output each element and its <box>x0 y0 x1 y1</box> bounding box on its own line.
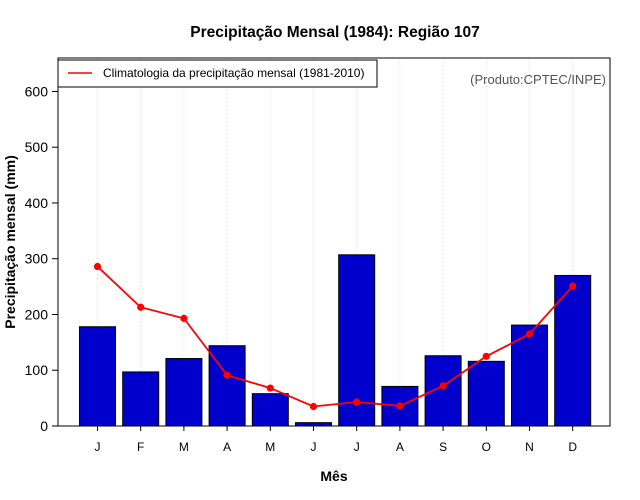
x-axis-title: Mês <box>320 468 347 484</box>
bar-11 <box>511 324 548 427</box>
y-tick-label: 100 <box>25 362 49 378</box>
climatology-point-11 <box>525 330 534 338</box>
climatology-point-2 <box>137 303 145 311</box>
y-tick-label: 200 <box>25 306 49 322</box>
y-axis-title: Precipitação mensal (mm) <box>2 155 18 329</box>
x-tick-label: S <box>439 440 447 454</box>
x-tick-label: A <box>223 440 231 454</box>
y-axis: 0 100 200 300 400 500 600 <box>25 83 58 434</box>
climatology-point-8 <box>396 402 404 410</box>
bar-1 <box>79 326 116 427</box>
bars <box>79 254 592 427</box>
grid-lines <box>97 58 574 426</box>
y-tick-label: 500 <box>25 139 49 155</box>
bar-3 <box>165 358 203 427</box>
x-tick-label: A <box>396 440 404 454</box>
climatology-point-9 <box>439 382 447 390</box>
climatology-line-group <box>93 262 577 411</box>
x-tick-label: J <box>354 440 360 454</box>
legend-box <box>57 59 378 88</box>
source-annotation: (Produto:CPTEC/INPE) <box>470 72 606 87</box>
climatology-point-7 <box>353 398 361 406</box>
climatology-point-12 <box>569 282 577 290</box>
bar-10 <box>467 360 505 427</box>
bar-8 <box>381 385 419 427</box>
x-tick-label: M <box>179 440 189 454</box>
plot-frame <box>57 57 611 427</box>
x-tick-label: N <box>525 440 534 454</box>
climatology-point-3 <box>180 314 188 322</box>
climatology-line <box>96 265 574 408</box>
y-tick-label: 400 <box>25 195 49 211</box>
legend: Climatologia da precipitação mensal (198… <box>57 59 378 88</box>
climatology-point-10 <box>482 352 490 360</box>
x-tick-label: F <box>137 440 144 454</box>
bar-6 <box>295 422 332 427</box>
climatology-point-1 <box>93 262 102 271</box>
y-tick-label: 0 <box>40 418 48 434</box>
bar-5 <box>251 393 289 427</box>
x-tick-label: M <box>265 440 275 454</box>
legend-label: Climatologia da precipitação mensal (198… <box>103 66 364 80</box>
y-tick-label: 300 <box>25 251 49 267</box>
climatology-point-5 <box>266 384 274 392</box>
climatology-point-6 <box>309 402 318 411</box>
bar-2 <box>122 371 160 427</box>
x-tick-label: J <box>95 440 101 454</box>
x-tick-label: J <box>311 440 317 454</box>
climatology-point-4 <box>223 371 231 379</box>
x-tick-label: D <box>568 440 577 454</box>
bar-12 <box>554 274 592 427</box>
y-tick-label: 600 <box>25 83 49 99</box>
chart-title: Precipitação Mensal (1984): Região 107 <box>190 24 479 41</box>
x-tick-label: O <box>482 440 491 454</box>
